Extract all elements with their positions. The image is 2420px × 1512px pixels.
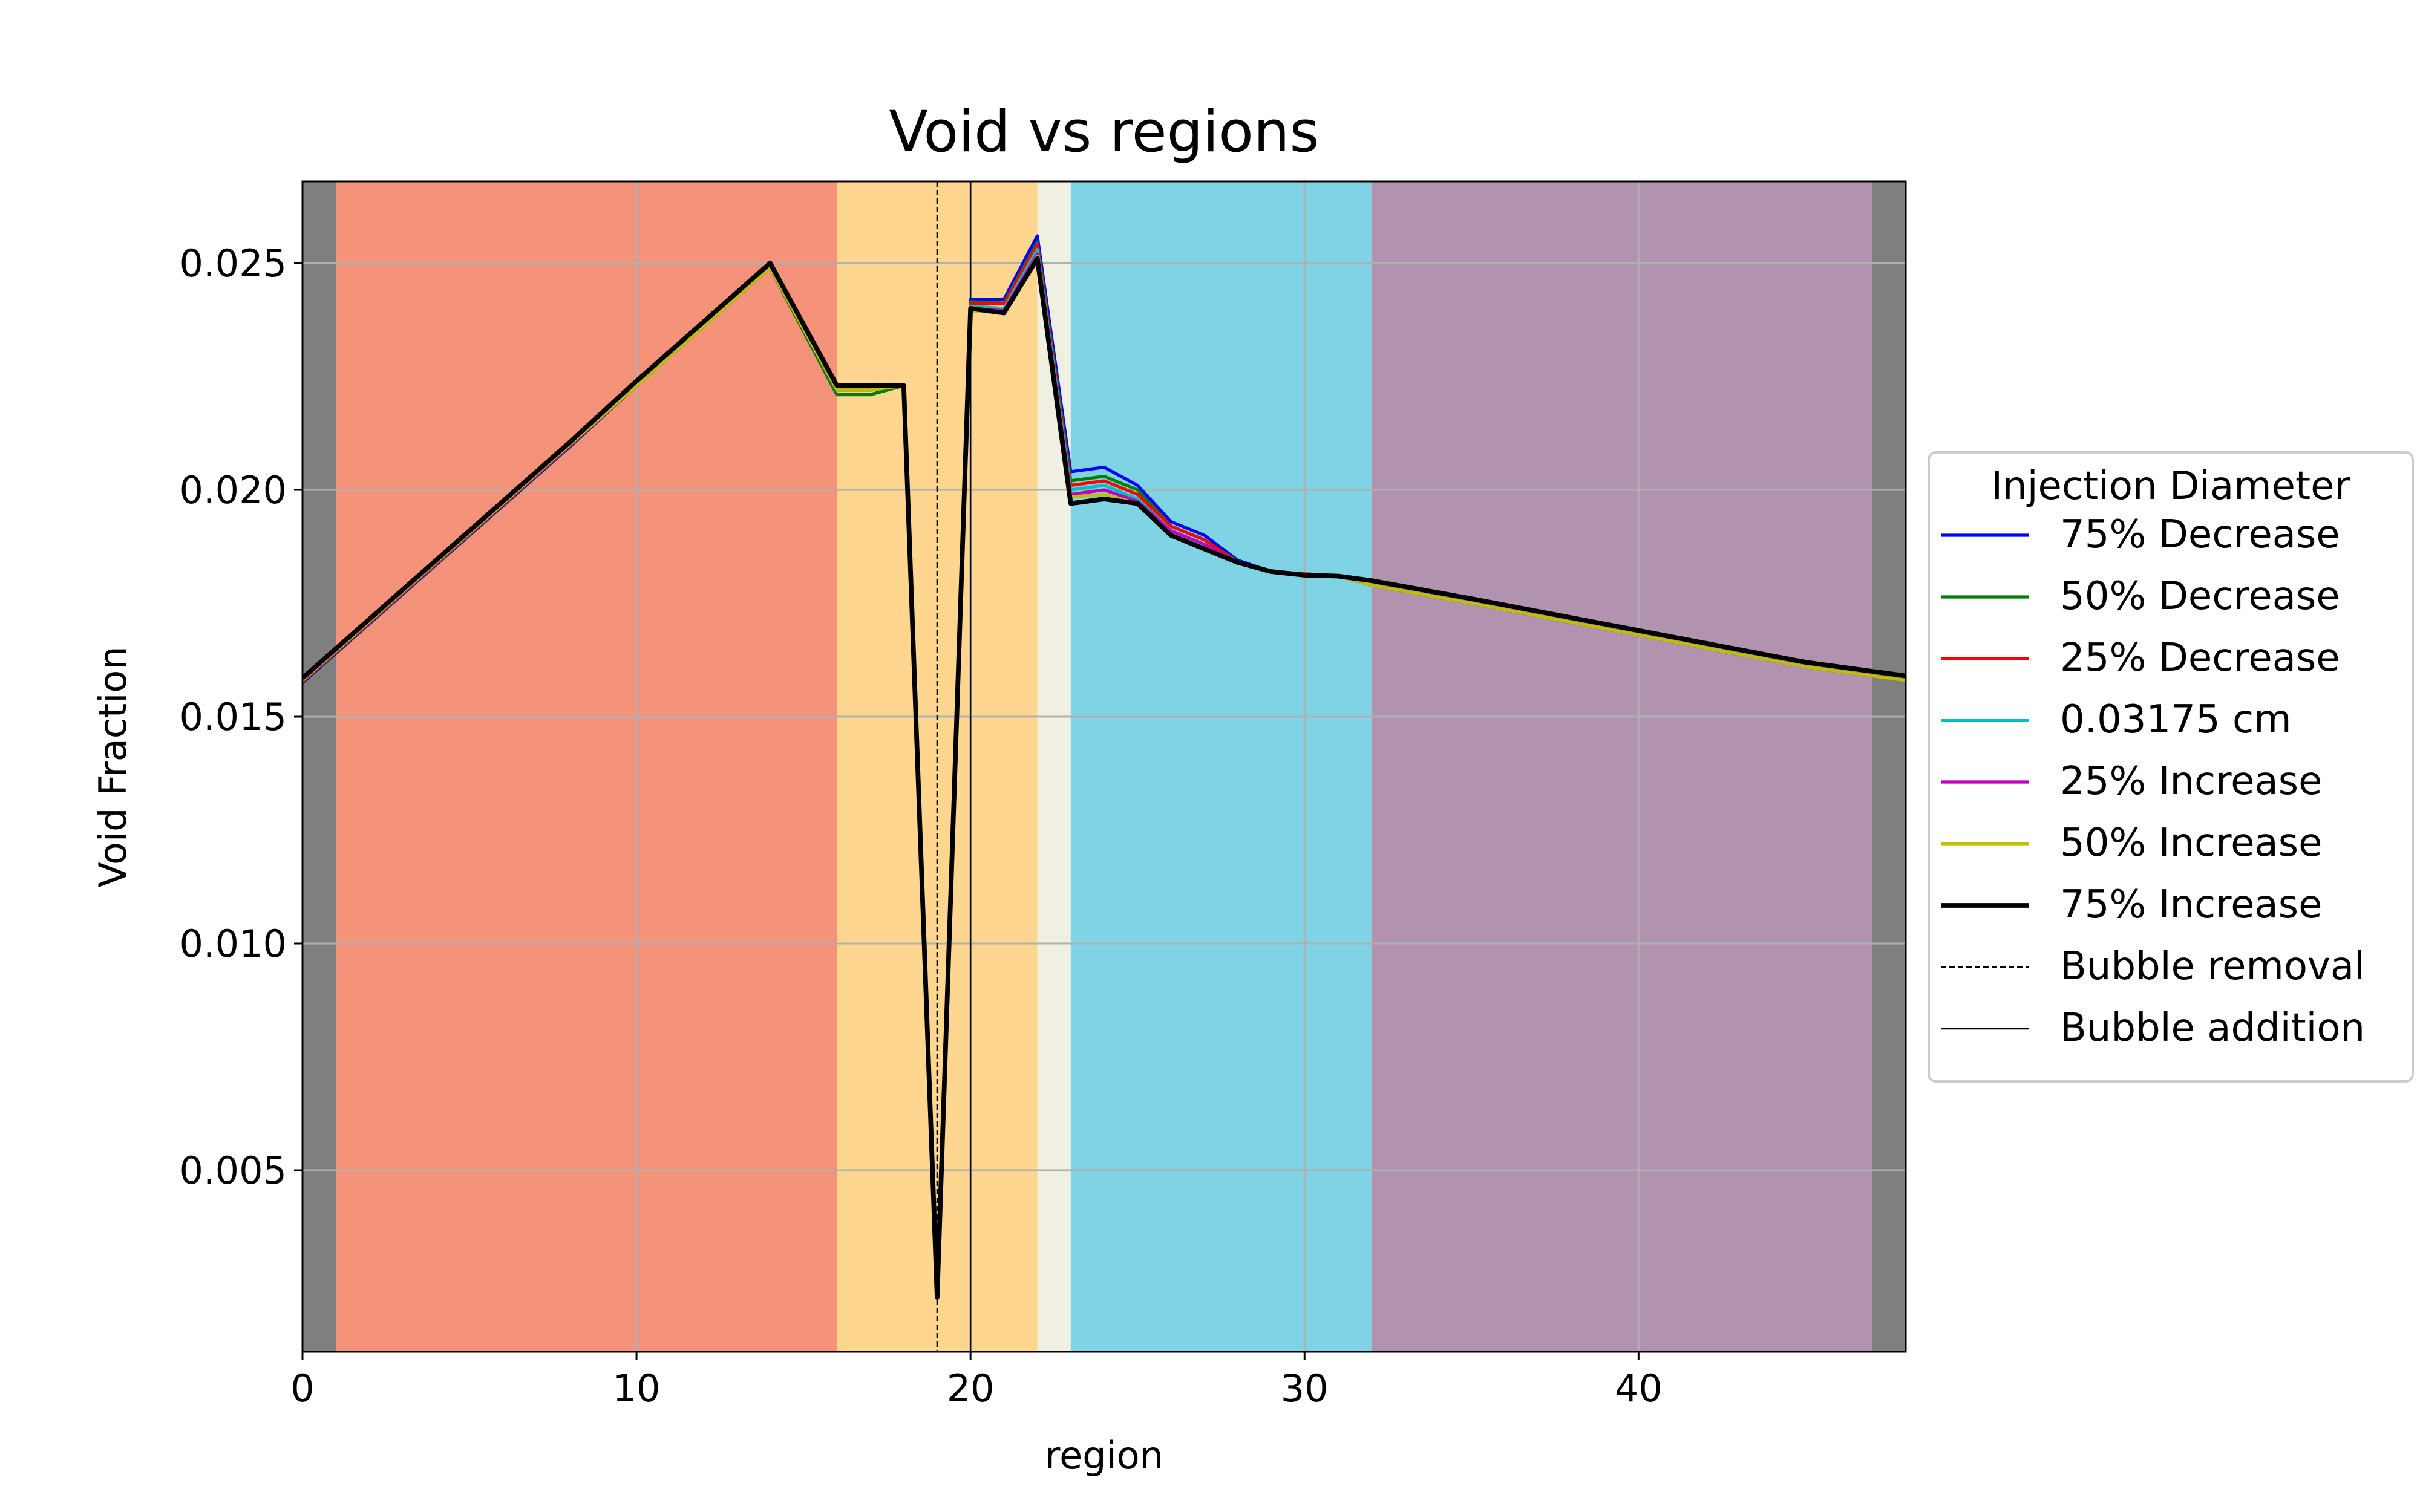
region-band-5 [1371, 181, 1872, 1352]
region-band-6 [1872, 181, 1906, 1352]
y-tick-label-0: 0.005 [180, 1149, 287, 1193]
y-tick-label-4: 0.025 [180, 241, 287, 285]
x-tick-label-4: 40 [1615, 1366, 1663, 1410]
chart-title: Void vs regions [889, 99, 1320, 165]
legend-label-1: 50% Decrease [2060, 574, 2340, 619]
grid-lines [301, 181, 1906, 1352]
legend-items: 75% Decrease 50% Decrease 25% Decrease 0.03… [1941, 512, 2365, 1051]
legend: Injection Diameter 75% Decrease 50% Decre… [1928, 451, 2414, 1083]
x-tick-label-2: 20 [947, 1366, 995, 1410]
y-tick-label-2: 0.015 [180, 695, 287, 739]
data-series [302, 234, 1906, 1300]
region-bands [302, 181, 1906, 1352]
legend-label-0: 75% Decrease [2060, 512, 2340, 557]
legend-label-5: 50% Increase [2060, 821, 2322, 865]
legend-label-2: 25% Decrease [2060, 636, 2340, 680]
legend-label-7: Bubble removal [2060, 944, 2365, 989]
region-band-0 [302, 181, 336, 1352]
x-tick-label-1: 10 [613, 1366, 661, 1410]
y-tick-label-3: 0.020 [180, 468, 287, 512]
x-axis-label: region [1045, 1433, 1163, 1478]
legend-label-8: Bubble addition [2060, 1006, 2365, 1051]
x-axis-ticks: 0 10 20 30 40 [290, 1352, 1663, 1410]
y-axis-ticks: 0.005 0.010 0.015 0.020 0.025 [180, 241, 302, 1193]
y-axis-label: Void Fraction [91, 646, 135, 887]
x-tick-label-3: 30 [1281, 1366, 1329, 1410]
region-band-4 [1070, 181, 1372, 1352]
region-band-1 [336, 181, 837, 1352]
legend-label-6: 75% Increase [2060, 882, 2322, 927]
legend-title: Injection Diameter [1991, 464, 2350, 509]
legend-label-4: 25% Increase [2060, 759, 2322, 804]
legend-label-3: 0.03175 cm [2060, 697, 2292, 742]
y-tick-label-1: 0.010 [180, 922, 287, 966]
legend-frame [1928, 451, 2414, 1083]
plot-frame [301, 180, 1907, 1353]
x-tick-label-0: 0 [290, 1366, 314, 1410]
series-line-6 [302, 256, 1906, 1300]
